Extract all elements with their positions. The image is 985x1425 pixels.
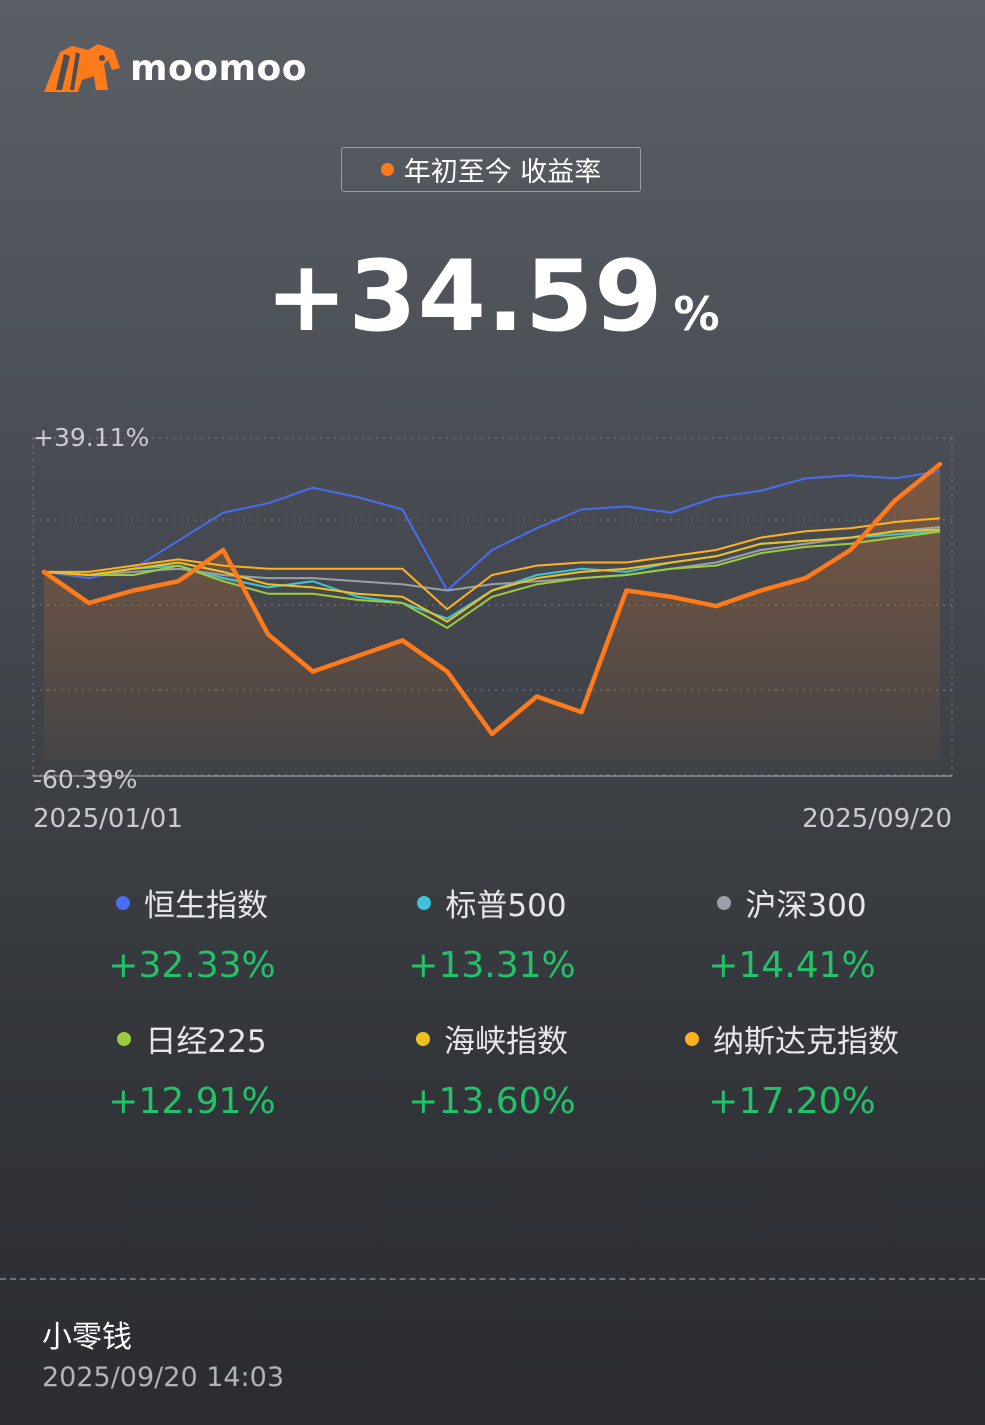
legend-name: 海峡指数 [444, 1024, 568, 1060]
badge-dot [380, 163, 394, 176]
total-return: +34.59% [0, 240, 985, 354]
legend-name: 日经225 [145, 1024, 267, 1060]
benchmark-legend: 恒生指数 +32.33% 标普500 +13.31% 沪深300 +14.41%… [0, 880, 985, 1122]
series-line [44, 517, 941, 611]
legend-value: +13.31% [408, 945, 576, 986]
badge-label: 年初至今 收益率 [403, 157, 602, 188]
legend-name: 沪深300 [745, 888, 867, 924]
legend-value: +13.60% [408, 1081, 576, 1122]
brand-logo: moomoo [42, 40, 307, 96]
legend-item[interactable]: 恒生指数 +32.33% [42, 880, 342, 986]
x-end-label: 2025/09/20 [802, 804, 952, 834]
legend-dot [717, 895, 732, 910]
legend-value: +14.41% [708, 945, 876, 986]
return-unit: % [673, 287, 720, 341]
legend-dot [416, 1031, 430, 1046]
y-top-label: +39.11% [33, 423, 149, 452]
legend-dot [417, 895, 432, 910]
x-start-label: 2025/01/01 [33, 804, 183, 834]
series-line [43, 528, 941, 623]
legend-value: +17.20% [708, 1081, 876, 1122]
legend-name: 恒生指数 [144, 888, 268, 924]
legend-dot [116, 895, 130, 910]
legend-name: 纳斯达克指数 [713, 1024, 899, 1060]
return-value: +34.59 [265, 240, 664, 354]
legend-value: +12.91% [108, 1081, 276, 1122]
legend-item[interactable]: 纳斯达克指数 +17.20% [642, 1016, 942, 1122]
legend-item[interactable]: 标普500 +13.31% [342, 880, 642, 986]
share-timestamp: 2025/09/20 14:03 [42, 1362, 285, 1393]
legend-dot [685, 1031, 699, 1046]
legend-name: 标普500 [445, 888, 567, 924]
account-name: 小零钱 [42, 1320, 132, 1355]
brand-name: moomoo [130, 47, 307, 89]
period-badge[interactable]: 年初至今 收益率 [341, 147, 641, 192]
legend-item[interactable]: 日经225 +12.91% [42, 1016, 342, 1122]
legend-value: +32.33% [108, 945, 276, 986]
y-bottom-label: -60.39% [33, 765, 137, 794]
portfolio-area [44, 464, 940, 760]
footer-divider [0, 1278, 985, 1280]
portfolio-line [41, 461, 943, 737]
return-chart: +39.11% -60.39% 2025/01/01 2025/09/20 [0, 410, 985, 840]
bull-logo-icon [44, 44, 120, 92]
return-chart-svg: +39.11% -60.39% 2025/01/01 2025/09/20 [32, 423, 953, 834]
legend-item[interactable]: 沪深300 +14.41% [642, 880, 942, 986]
legend-dot [117, 1031, 132, 1046]
legend-item[interactable]: 海峡指数 +13.60% [342, 1016, 642, 1122]
series-line [43, 470, 941, 592]
